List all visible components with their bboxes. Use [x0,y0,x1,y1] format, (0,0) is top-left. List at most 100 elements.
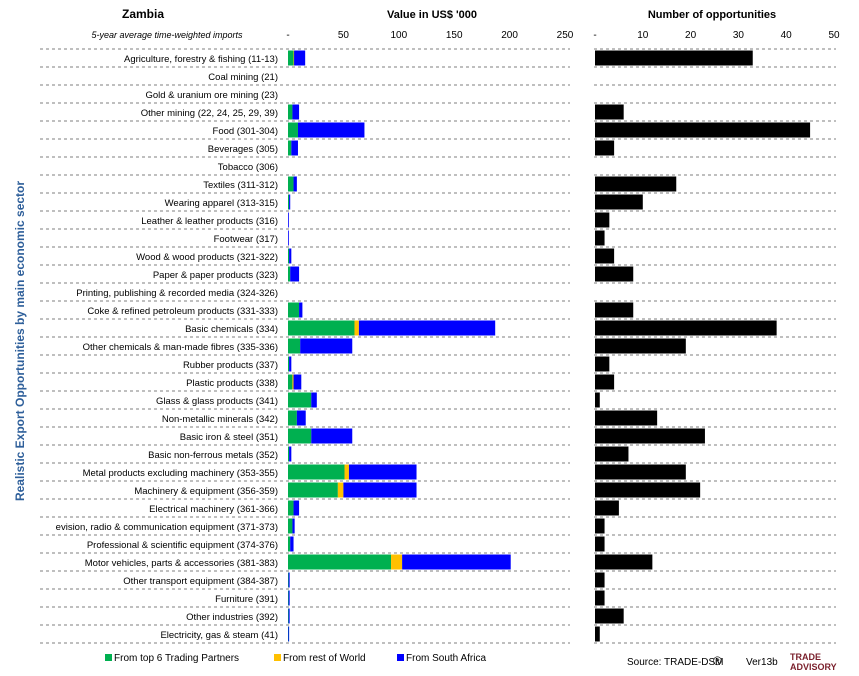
value-bar-segment [288,50,294,66]
value-bar-segment [358,320,496,336]
legend-label-row: From rest of World [283,653,366,664]
count-bar [595,122,811,138]
count-bar [595,464,686,480]
trade-advisory-logo: TRADE ADVISORY [790,652,837,672]
value-bar-segment [288,356,290,372]
subtitle: 5-year average time-weighted imports [91,30,243,40]
category-label: Non-metallic minerals (342) [162,414,278,425]
count-tick-label: - [593,30,596,41]
value-tick-label: - [286,30,289,41]
legend-label-sa: From South Africa [406,653,486,664]
category-label: Tobacco (306) [218,162,278,173]
category-label: Footwear (317) [214,234,278,245]
value-bar-segment [288,176,294,192]
logo-line-2: ADVISORY [790,662,837,672]
value-bar-segment [300,338,353,354]
count-bar [595,356,610,372]
count-bar [595,572,605,588]
value-bar-segment [288,482,338,498]
count-bar [595,518,605,534]
value-bar-segment [288,464,345,480]
count-bar [595,212,610,228]
legend-swatch-sa [397,654,404,661]
legend-swatch-top6 [105,654,112,661]
category-label: Printing, publishing & recorded media (3… [76,288,278,299]
category-label: Paper & paper products (323) [153,270,278,281]
value-bar-segment [288,374,293,390]
count-tick-label: 50 [828,30,840,41]
category-label: Basic chemicals (334) [185,324,278,335]
category-label: Other chemicals & man-made fibres (335-3… [83,342,278,353]
category-label: Metal products excluding machinery (353-… [83,468,278,479]
value-bar-segment [288,518,293,534]
category-label: Gold & uranium ore mining (23) [145,90,278,101]
legend-label-top6: From top 6 Trading Partners [114,653,239,664]
category-label: Agriculture, forestry & fishing (11-13) [124,54,278,65]
count-bar [595,248,615,264]
country-title: Zambia [122,7,164,21]
value-bar-segment [288,554,392,570]
value-bars [288,50,511,642]
category-label: Furniture (391) [215,594,278,605]
value-bar-segment [293,50,295,66]
value-bar-segment [288,392,312,408]
value-bar-segment [288,194,290,210]
count-bar [595,266,634,282]
category-label: Other transport equipment (384-387) [123,576,278,587]
count-bars [595,50,811,642]
count-tick-label: 40 [781,30,793,41]
value-bar-segment [288,212,289,228]
value-bar-segment [292,374,294,390]
value-axis-ticks: - 50 100 150 200 250 [286,30,573,41]
value-bar-segment [288,446,290,462]
count-bar [595,320,777,336]
y-axis-title: Realistic Export Opportunities by main e… [13,181,27,501]
value-bar-segment [289,446,292,462]
value-bar-segment [297,122,365,138]
value-bar-segment [292,518,295,534]
source-text: Source: TRADE-DSM [627,657,724,668]
value-bar-segment [288,590,290,606]
value-bar-segment [288,230,289,246]
value-bar-segment [289,356,292,372]
category-label: Glass & glass products (341) [156,396,278,407]
value-bar-segment [291,140,298,156]
category-label: Electricity, gas & steam (41) [160,630,278,641]
value-bar-segment [343,482,417,498]
category-label: Basic non-ferrous metals (352) [148,450,278,461]
category-label: Wood & wood products (321-322) [136,252,278,263]
value-bar-segment [311,392,317,408]
version-text: Ver13b [746,657,778,668]
count-tick-label: 10 [637,30,649,41]
count-bar [595,608,624,624]
count-bar [595,176,677,192]
count-bar [595,482,701,498]
count-tick-label: 30 [733,30,745,41]
value-bar-segment [402,554,511,570]
count-bar [595,50,753,66]
value-tick-label: 100 [390,30,407,41]
value-tick-label: 250 [557,30,574,41]
value-bar-segment [293,500,300,516]
category-label: Rubber products (337) [183,360,278,371]
category-label: evision, radio & communication equipment… [56,522,278,533]
value-bar-segment [290,536,294,552]
value-bar-segment [288,500,294,516]
value-bar-segment [299,302,303,318]
logo-line-1: TRADE [790,652,821,662]
count-bar [595,374,615,390]
value-bar-segment [288,428,312,444]
value-bar-segment [288,590,289,606]
value-bar-segment [296,410,306,426]
count-bar [595,446,629,462]
category-label: Basic iron & steel (351) [180,432,278,443]
value-bar-segment [288,302,300,318]
value-bar-segment [391,554,403,570]
category-label: Coke & refined petroleum products (331-3… [87,306,278,317]
value-bar-segment [288,338,301,354]
count-bar [595,392,600,408]
category-label: Leather & leather products (316) [141,216,278,227]
count-bar [595,500,619,516]
category-label: Coal mining (21) [208,72,278,83]
